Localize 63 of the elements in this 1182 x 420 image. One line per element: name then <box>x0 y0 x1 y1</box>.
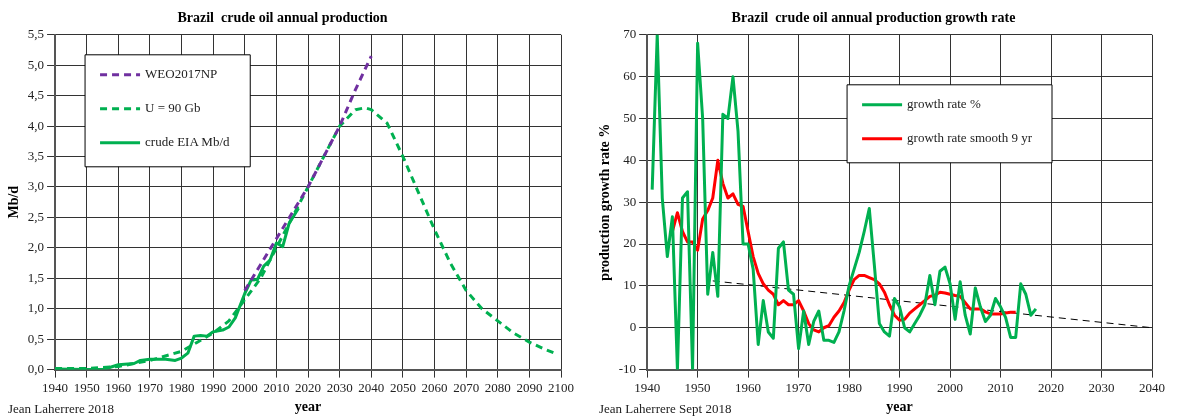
x-tick-label: 2080 <box>484 379 511 395</box>
x-tick-label: 2060 <box>421 379 448 395</box>
x-tick-label: 1980 <box>168 379 195 395</box>
x-tick-label: 1980 <box>836 379 863 395</box>
x-tick-label: 1940 <box>634 379 661 395</box>
y-tick-label: 2,0 <box>27 239 45 255</box>
chart-title: Brazil crude oil annual production growth rate <box>731 10 1016 26</box>
text: Jean Laherrere 2018 <box>8 400 115 416</box>
x-tick-label: 2040 <box>358 379 385 395</box>
y-tick-label: 20 <box>623 235 637 251</box>
legend-label: U = 90 Gb <box>145 100 201 116</box>
y-tick-label: 60 <box>623 68 637 84</box>
x-tick-label: 1960 <box>735 379 762 395</box>
x-tick-label: 1940 <box>42 379 69 395</box>
y-tick-label: -10 <box>618 361 637 377</box>
y-tick-label: 30 <box>623 193 637 209</box>
x-tick-label: 2000 <box>231 379 258 395</box>
x-tick-label: 2010 <box>987 379 1014 395</box>
x-tick-label: 2030 <box>326 379 353 395</box>
x-tick-label: 2010 <box>263 379 290 395</box>
x-tick-label: 2070 <box>453 379 480 395</box>
x-tick-label: 1990 <box>200 379 227 395</box>
y-tick-label: 4,0 <box>27 117 45 133</box>
y-tick-label: 70 <box>623 26 637 42</box>
y-tick-label: 5,0 <box>27 56 45 72</box>
y-axis-title: Mb/d <box>6 185 22 219</box>
x-tick-label: 2100 <box>548 379 574 395</box>
y-tick-label: 40 <box>623 151 637 167</box>
x-tick-label: 2000 <box>937 379 964 395</box>
legend-label: WEO2017NP <box>145 66 218 82</box>
legend-label: growth rate smooth 9 yr <box>907 130 1033 146</box>
y-tick-label: 10 <box>623 277 637 293</box>
x-tick-label: 2040 <box>1139 379 1165 395</box>
y-tick-label: 4,5 <box>27 87 45 103</box>
x-tick-label: 2050 <box>389 379 416 395</box>
x-tick-label: 2090 <box>516 379 543 395</box>
x-axis-title: year <box>886 399 913 415</box>
x-tick-label: 1960 <box>105 379 132 395</box>
x-tick-label: 2030 <box>1088 379 1115 395</box>
y-tick-label: 0,0 <box>27 361 45 377</box>
y-axis-title: production growth rate % <box>597 123 613 281</box>
y-tick-label: 3,0 <box>27 178 45 194</box>
y-tick-label: 1,5 <box>27 269 45 285</box>
line-series <box>243 54 373 292</box>
text: Jean Laherrere Sept 2018 <box>599 400 732 416</box>
x-axis-title: year <box>294 399 322 415</box>
x-tick-label: 1970 <box>136 379 163 395</box>
legend-label: crude EIA Mb/d <box>145 134 231 150</box>
y-tick-label: 2,5 <box>27 208 45 224</box>
x-tick-label: 2020 <box>295 379 322 395</box>
x-tick-label: 1990 <box>886 379 913 395</box>
y-tick-label: 50 <box>623 109 637 125</box>
x-tick-label: 1950 <box>684 379 711 395</box>
y-tick-label: 3,5 <box>27 147 45 163</box>
x-tick-label: 2020 <box>1038 379 1065 395</box>
x-tick-label: 1950 <box>73 379 100 395</box>
y-tick-label: 0,5 <box>27 330 45 346</box>
y-tick-label: 5,5 <box>27 26 45 42</box>
y-tick-label: 0 <box>629 319 637 335</box>
chart-title: Brazil crude oil annual production <box>177 10 388 26</box>
legend-label: growth rate % <box>907 96 981 112</box>
x-tick-label: 1970 <box>785 379 812 395</box>
y-tick-label: 1,0 <box>27 300 45 316</box>
